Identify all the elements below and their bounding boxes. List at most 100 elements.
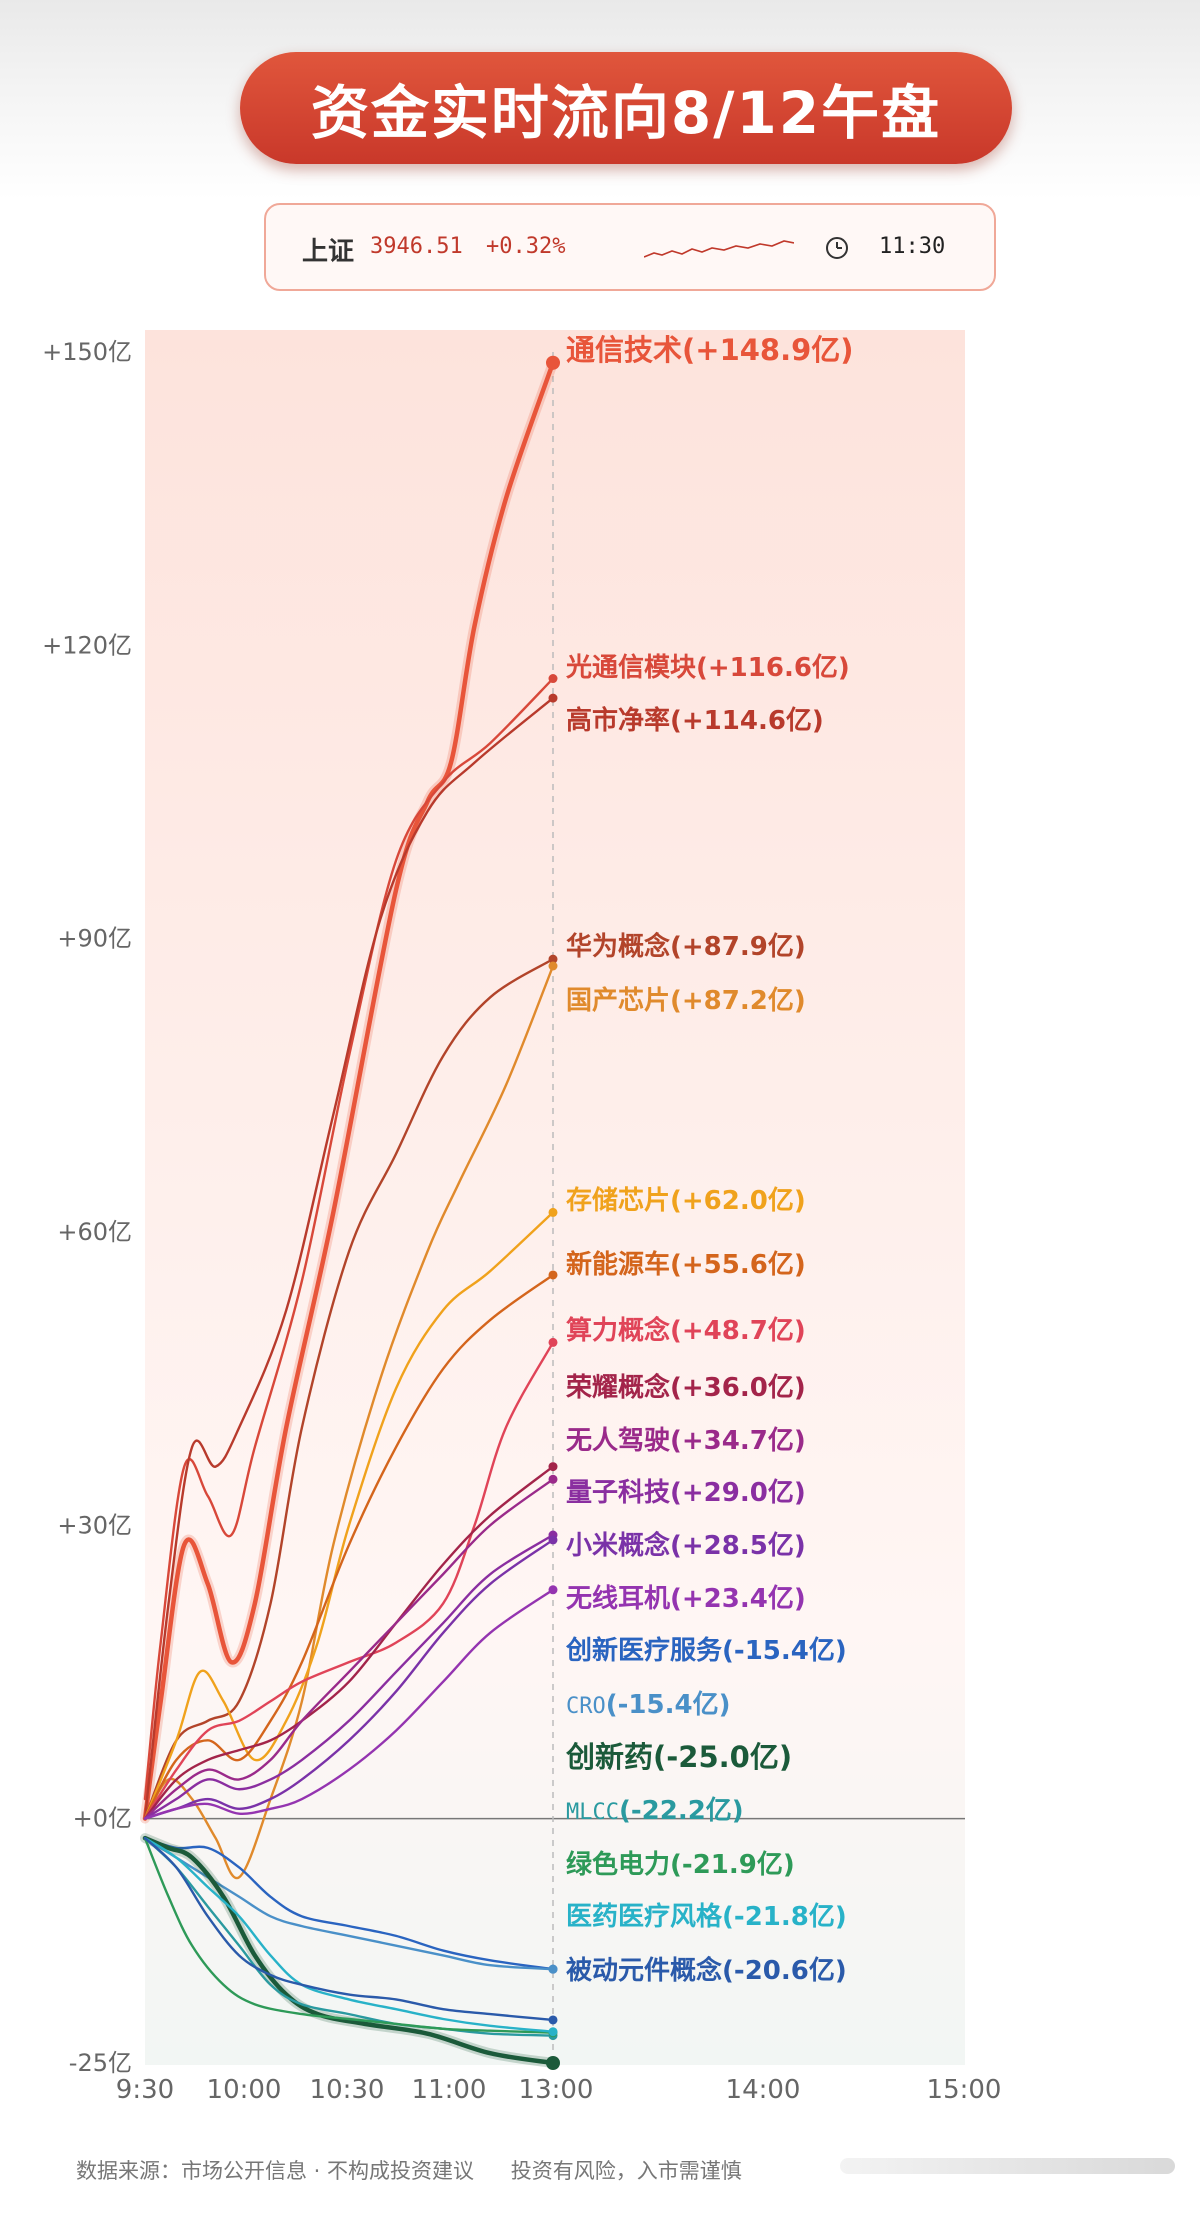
series-value: (+36.0亿) [670, 1373, 806, 1403]
series-end-dot [548, 1585, 558, 1595]
index-name: 上证 [302, 237, 355, 267]
series-end-dot [546, 355, 560, 370]
series-value: (-20.6亿) [722, 1956, 847, 1986]
series-label: MLCC(-22.2亿) [566, 1796, 744, 1826]
series-name: 创新医疗服务 [565, 1635, 722, 1666]
series-label: 创新医疗服务(-15.4亿) [565, 1635, 847, 1666]
sparkline-icon [644, 240, 794, 258]
series-lines [140, 355, 560, 2070]
series-name: 无线耳机 [566, 1584, 670, 1614]
series-name: 通信技术 [566, 333, 682, 367]
series-end-dot [548, 1337, 558, 1347]
series-value: (+114.6亿) [670, 706, 824, 736]
series-name: 存储芯片 [566, 1185, 670, 1216]
series-line [143, 1836, 555, 2034]
x-tick-label: 14:00 [726, 2075, 801, 2105]
series-name: 光通信模块 [565, 653, 696, 683]
clock-icon [826, 237, 848, 259]
series-line [143, 1836, 555, 1971]
series-name: 华为概念 [566, 931, 670, 962]
series-end-dot [548, 2015, 558, 2025]
y-tick-label: +0亿 [73, 1805, 132, 1833]
x-tick-label: 15:00 [927, 2075, 1002, 2105]
series-end-dot [546, 2056, 560, 2070]
series-value: (+87.9亿) [670, 932, 806, 962]
series-end-dot [548, 1474, 558, 1484]
series-name: 荣耀概念 [566, 1372, 670, 1403]
series-end-dot [548, 961, 558, 971]
series-label: 创新药(-25.0亿) [565, 1740, 792, 1774]
series-name: MLCC [566, 1800, 619, 1825]
series-end-dot [548, 1964, 558, 1974]
series-line [143, 1341, 555, 1820]
series-name: 创新药 [565, 1740, 653, 1774]
series-label: 医药医疗风格(-21.8亿) [566, 1901, 847, 1932]
y-tick-label: +90亿 [57, 925, 132, 953]
series-value: (+29.0亿) [670, 1478, 806, 1508]
series-end-dot [548, 1207, 558, 1217]
series-value: (+116.6亿) [696, 653, 850, 683]
footer-decoration [840, 2158, 1175, 2174]
series-line [143, 1478, 555, 1820]
series-end-dot [548, 1535, 558, 1545]
series-end-dot [548, 1270, 558, 1280]
series-value: (+62.0亿) [670, 1186, 806, 1216]
series-label: 荣耀概念(+36.0亿) [566, 1372, 806, 1403]
series-name: 小米概念 [566, 1530, 670, 1561]
series-line [143, 1836, 555, 1971]
series-value: (+148.9亿) [682, 333, 854, 367]
plot-background [145, 330, 965, 2065]
index-ticker: 上证 3946.51 +0.32% 11:30 [264, 203, 996, 291]
series-name: CRO [566, 1694, 606, 1719]
series-line [142, 360, 556, 1821]
series-label: 高市净率(+114.6亿) [566, 705, 824, 736]
x-tick-label: 11:00 [412, 2075, 487, 2105]
series-value: (-21.8亿) [722, 1902, 847, 1932]
series-line [143, 1465, 555, 1820]
series-line [143, 696, 555, 1820]
index-change: +0.32% [486, 234, 566, 259]
y-tick-label: -25亿 [69, 2049, 132, 2077]
series-line [143, 1211, 555, 1820]
series-value: (+23.4亿) [670, 1584, 806, 1614]
series-label: 绿色电力(-21.9亿) [566, 1849, 795, 1880]
page-title: 资金实时流向8/12午盘 [310, 79, 942, 147]
series-value: (-15.4亿) [606, 1690, 731, 1720]
series-name: 无人驾驶 [566, 1426, 670, 1456]
series-end-dot [548, 954, 558, 964]
y-axis: +150亿 +120亿 +90亿 +60亿 +30亿 +0亿 -25亿 [42, 338, 965, 2077]
series-labels: 通信技术(+148.9亿) 光通信模块(+116.6亿) 高市净率(+114.6亿)… [565, 333, 854, 1986]
series-name: 算力概念 [566, 1315, 670, 1346]
series-value: (+34.7亿) [670, 1426, 806, 1456]
series-end-dot [548, 1462, 558, 1472]
series-label: 小米概念(+28.5亿) [566, 1530, 806, 1561]
series-line [143, 1538, 555, 1820]
series-value: (+87.2亿) [670, 986, 806, 1016]
series-end-dot [548, 693, 558, 703]
series-line [143, 677, 555, 1801]
series-name: 医药医疗风格 [566, 1901, 723, 1932]
footer-source: 数据来源：市场公开信息 · 不构成投资建议 [76, 2159, 475, 2183]
series-label: 新能源车(+55.6亿) [566, 1249, 806, 1280]
series-label: 算力概念(+48.7亿) [566, 1315, 806, 1346]
series-name: 国产芯片 [566, 986, 670, 1016]
y-tick-label: +150亿 [42, 338, 132, 366]
series-name: 被动元件概念 [566, 1955, 722, 1986]
series-end-dot [548, 674, 558, 684]
series-label: 华为概念(+87.9亿) [566, 931, 806, 962]
series-label: CRO(-15.4亿) [566, 1690, 730, 1720]
series-value: (+28.5亿) [670, 1531, 806, 1561]
series-label: 无线耳机(+23.4亿) [566, 1584, 806, 1614]
series-line [143, 1273, 555, 1820]
x-axis: 9:30 10:00 10:30 11:00 13:00 14:00 15:00 [116, 352, 1002, 2105]
series-value: (-25.0亿) [653, 1740, 792, 1774]
footer: 数据来源：市场公开信息 · 不构成投资建议 投资有风险，入市需谨慎 [76, 2155, 772, 2185]
footer-risk: 投资有风险，入市需谨慎 [510, 2159, 742, 2183]
series-line [143, 964, 555, 1880]
x-tick-label: 10:00 [207, 2075, 282, 2105]
series-name: 量子科技 [566, 1478, 670, 1508]
series-line [143, 957, 555, 1820]
series-label: 国产芯片(+87.2亿) [566, 986, 806, 1016]
series-end-dot [548, 2027, 558, 2037]
series-name: 新能源车 [566, 1249, 670, 1280]
